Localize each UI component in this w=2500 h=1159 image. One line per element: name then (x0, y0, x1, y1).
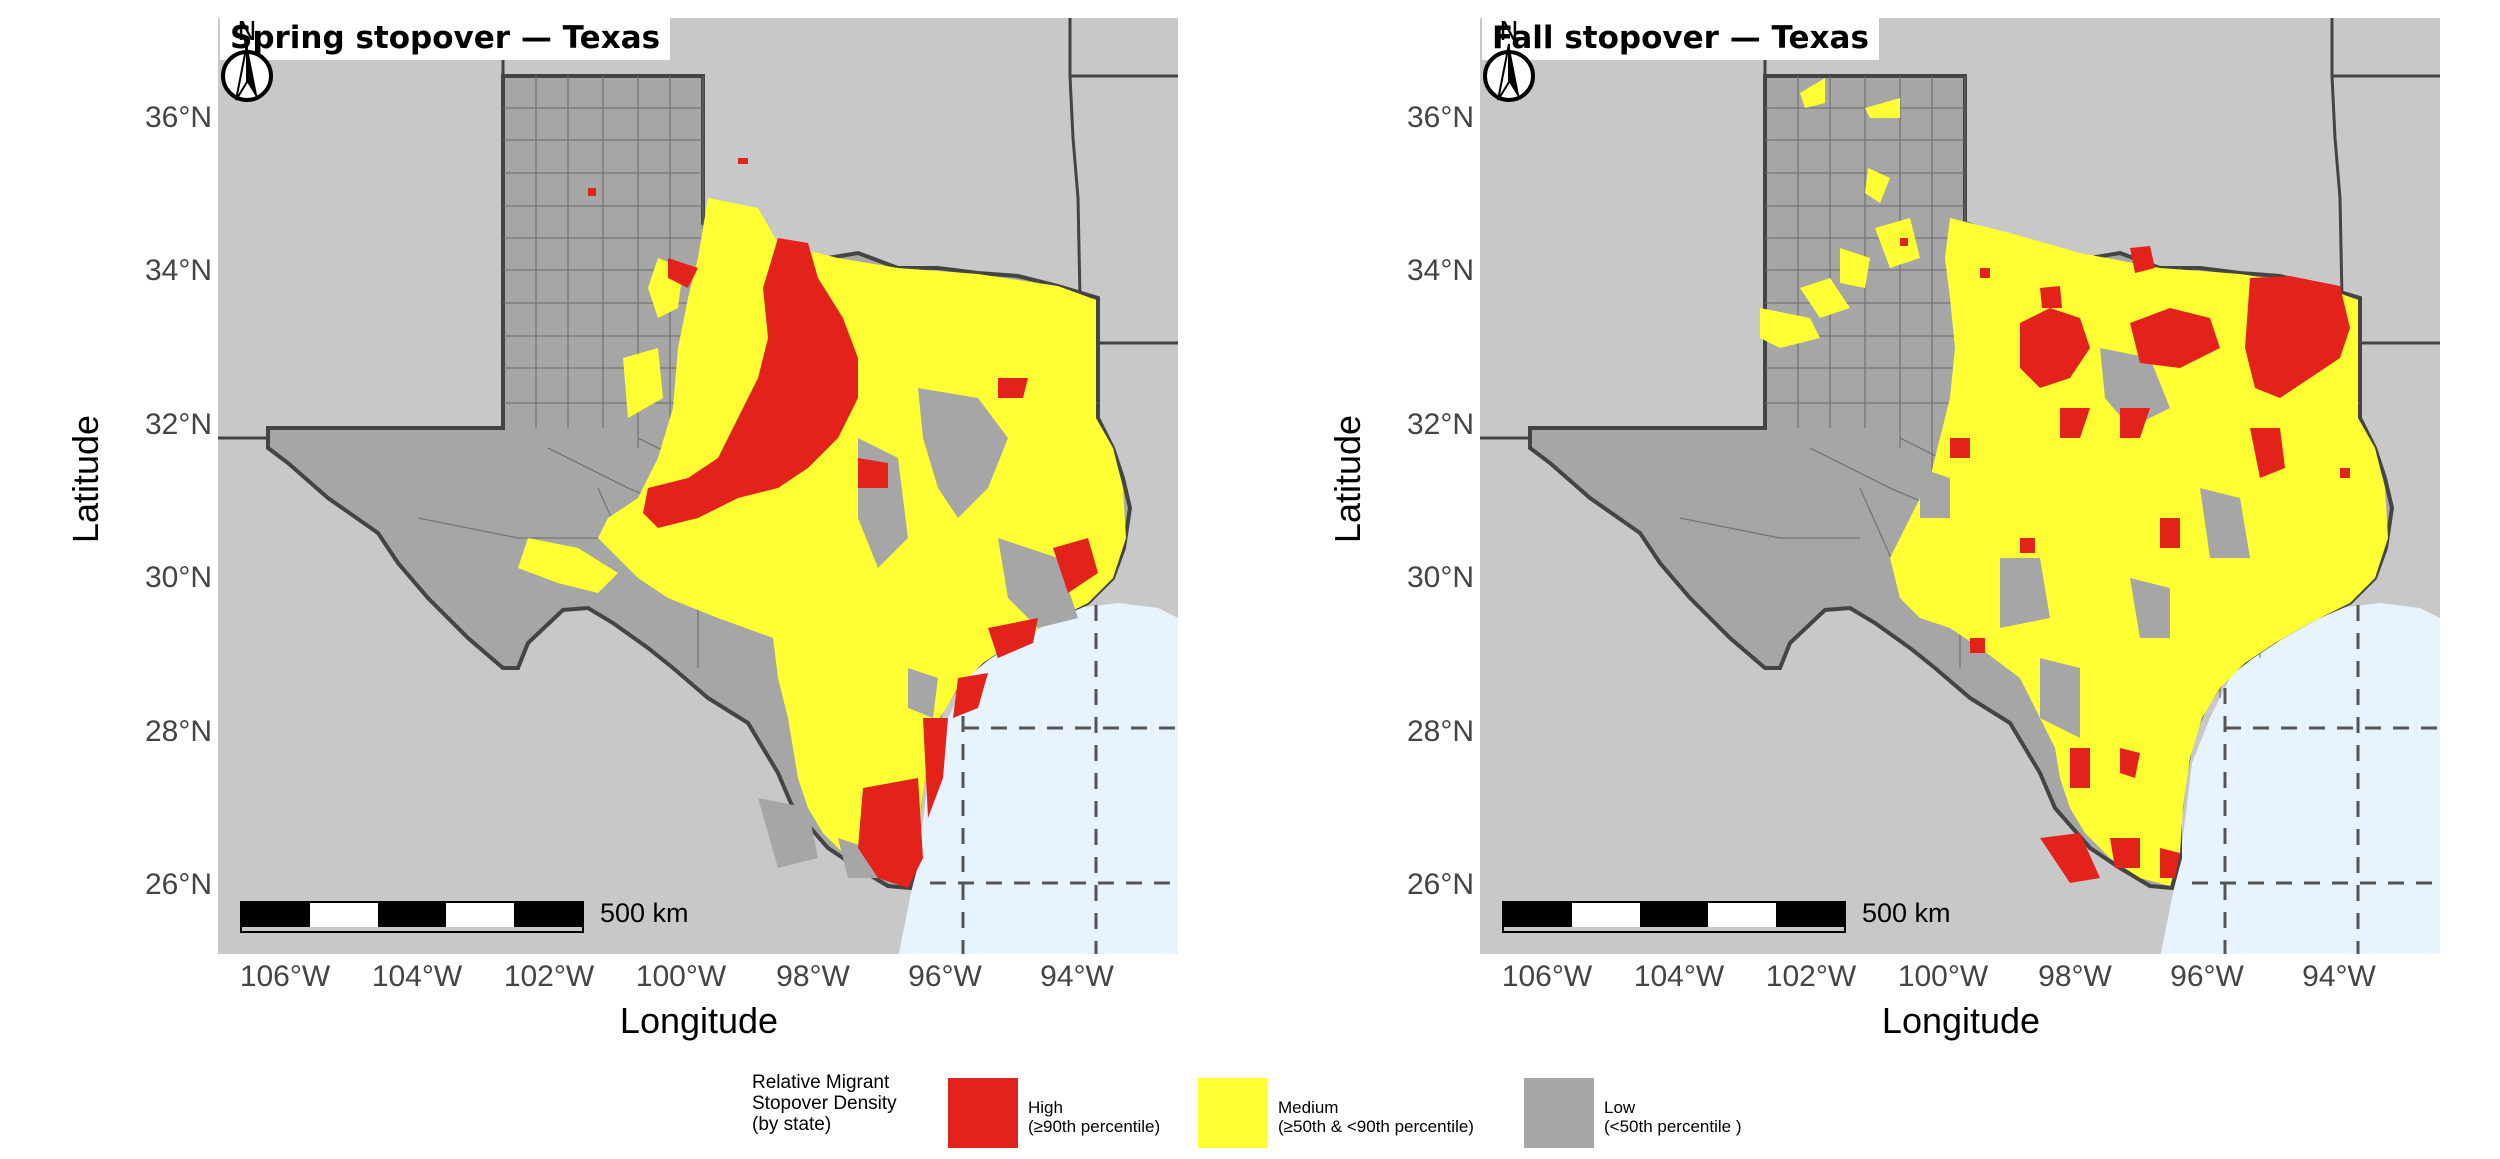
lon-tick: 104°W (371, 960, 463, 993)
x-axis-title: Longitude (619, 1000, 779, 1041)
lat-tick: 28°N (1406, 715, 1474, 748)
lat-tick: 34°N (144, 254, 212, 287)
lat-tick: 36°N (1406, 101, 1474, 134)
map-canvas (218, 18, 1178, 954)
lon-tick: 96°W (2170, 960, 2244, 993)
lat-tick: 34°N (1406, 254, 1474, 287)
lat-tick: 30°N (144, 561, 212, 594)
lon-tick: 104°W (1633, 960, 1725, 993)
lon-tick: 102°W (503, 960, 595, 993)
graticule (2192, 605, 2440, 954)
map-canvas (1480, 18, 2440, 954)
low-patches (1920, 348, 2250, 738)
panel-title: Fall stopover — Texas (1482, 18, 1879, 60)
map-frame: Fall stopover — Texas 500 km N (1480, 18, 2440, 954)
legend-title-line: Stopover Density (752, 1093, 897, 1114)
legend-swatch-medium (1198, 1078, 1268, 1148)
lat-tick: 26°N (144, 868, 212, 901)
lat-tick: 26°N (1406, 868, 1474, 901)
legend-swatch-low (1524, 1078, 1594, 1148)
lat-tick: 36°N (144, 101, 212, 134)
lat-tick: 32°N (1406, 408, 1474, 441)
north-arrow-icon: N (1483, 18, 1535, 102)
scale-bar (1502, 901, 1846, 933)
x-axis-title: Longitude (1881, 1000, 2041, 1041)
lon-tick: 98°W (2038, 960, 2112, 993)
lon-tick: 100°W (635, 960, 727, 993)
north-label: N (237, 18, 256, 47)
legend-title-line: Relative Migrant (752, 1072, 890, 1093)
fall-map-panel: Fall stopover — Texas 500 km N 36°N 34°N… (1327, 18, 2440, 1118)
scale-label: 500 km (600, 898, 689, 928)
legend-title-line: (by state) (752, 1114, 832, 1135)
lat-tick: 28°N (144, 715, 212, 748)
lon-tick: 106°W (1501, 960, 1593, 993)
legend-label-medium: Medium (≥50th & <90th percentile) (1278, 1098, 1474, 1136)
high-density (588, 158, 1098, 888)
legend: Relative Migrant Stopover Density (by st… (752, 1072, 1802, 1152)
scale-bar (240, 901, 584, 933)
panel-title: Spring stopover — Texas (220, 18, 671, 60)
gulf-water (2160, 603, 2440, 954)
legend-swatch-high (948, 1078, 1018, 1148)
y-axis-title: Latitude (65, 414, 106, 544)
high-density (1900, 238, 2350, 883)
north-arrow-icon: N (221, 18, 273, 102)
graticule (930, 605, 1178, 954)
y-axis-title: Latitude (1327, 414, 1368, 544)
legend-label-low: Low (<50th percentile ) (1604, 1098, 1742, 1136)
legend-title: Relative Migrant Stopover Density (by st… (752, 1072, 897, 1135)
north-label: N (1499, 18, 1518, 47)
lon-tick: 102°W (1765, 960, 1857, 993)
lat-tick: 32°N (144, 408, 212, 441)
lon-tick: 96°W (908, 960, 982, 993)
lon-tick: 94°W (1040, 960, 1114, 993)
lon-tick: 98°W (776, 960, 850, 993)
lon-tick: 100°W (1897, 960, 1989, 993)
lat-tick: 30°N (1406, 561, 1474, 594)
spring-map-panel: Spring stopover — Texas 500 km N 36°N 34… (65, 18, 1178, 1118)
low-patches (758, 388, 1078, 878)
scale-label: 500 km (1862, 898, 1951, 928)
lon-tick: 106°W (239, 960, 331, 993)
lon-tick: 94°W (2302, 960, 2376, 993)
map-frame: Spring stopover — Texas 500 km N (218, 18, 1178, 954)
legend-label-high: High (≥90th percentile) (1028, 1098, 1161, 1136)
